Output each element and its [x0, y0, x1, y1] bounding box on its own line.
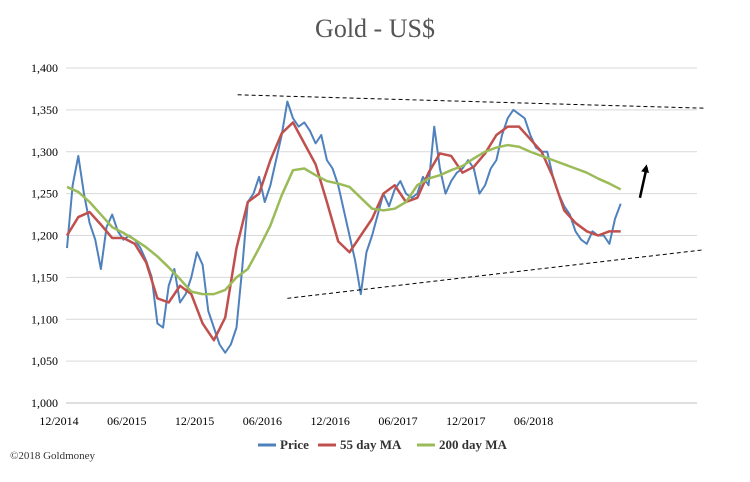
y-axis: 1,000 1,050 1,100 1,150 1,200 1,250 1,300 1,350…	[31, 61, 58, 410]
legend: Price 55 day MA 200 day MA	[258, 437, 508, 452]
series-line-55-day-ma	[65, 121, 621, 342]
x-tick-label: 06/2017	[378, 414, 417, 428]
y-tick-label: 1,350	[31, 103, 58, 117]
series-line-200-day-ma	[66, 143, 622, 296]
y-tick-label: 1,100	[31, 312, 58, 326]
x-tick-label: 12/2014	[39, 414, 78, 428]
legend-label: 55 day MA	[340, 437, 402, 452]
x-tick-label: 12/2017	[446, 414, 485, 428]
arrow-shaft	[638, 167, 648, 199]
x-tick-label: 06/2015	[107, 414, 146, 428]
y-tick-label: 1,150	[31, 270, 58, 284]
y-tick-label: 1,300	[31, 145, 58, 159]
legend-label: Price	[280, 437, 309, 452]
chart-title: Gold - US$	[315, 14, 435, 43]
annotations	[237, 94, 705, 299]
x-axis: 12/2014 06/2015 12/2015 06/2016 12/2016 06/20…	[39, 414, 553, 428]
series-line-price	[66, 100, 622, 354]
x-tick-label: 06/2018	[514, 414, 553, 428]
copyright-credit: ©2018 Goldmoney	[10, 450, 96, 462]
y-tick-label: 1,050	[31, 354, 58, 368]
legend-label: 200 day MA	[439, 437, 508, 452]
trendline	[237, 94, 705, 109]
y-tick-label: 1,250	[31, 187, 58, 201]
series-group	[65, 100, 622, 354]
x-tick-label: 06/2016	[243, 414, 282, 428]
y-tick-label: 1,000	[31, 396, 58, 410]
trendline	[287, 249, 705, 299]
x-tick-label: 12/2016	[311, 414, 350, 428]
y-tick-label: 1,400	[31, 61, 58, 75]
y-tick-label: 1,200	[31, 229, 58, 243]
arrow-head	[641, 164, 650, 173]
x-tick-label: 12/2015	[175, 414, 214, 428]
